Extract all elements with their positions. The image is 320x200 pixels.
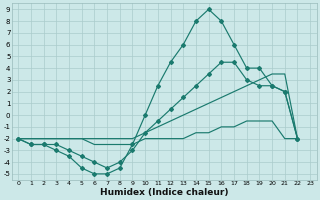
X-axis label: Humidex (Indice chaleur): Humidex (Indice chaleur): [100, 188, 228, 197]
